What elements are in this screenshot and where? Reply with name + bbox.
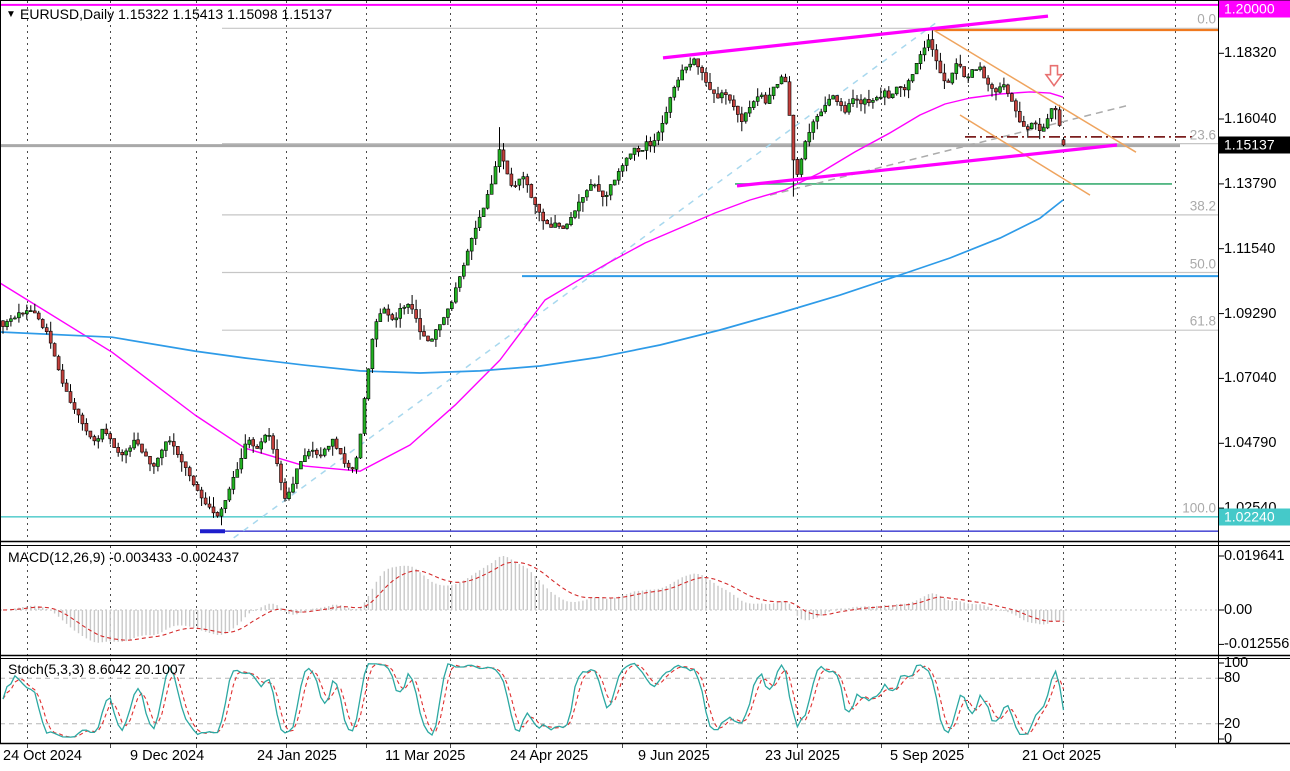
axis-ticks	[1218, 52, 1224, 740]
trendline-gray-dashed[interactable]	[769, 104, 1131, 196]
fan-line-orange-upper[interactable]	[931, 28, 1137, 153]
panel-resize-handle-stoch[interactable]	[0, 653, 1290, 659]
macd-histogram	[6, 556, 1065, 643]
stoch-d-line	[2, 663, 1065, 738]
macd-panel[interactable]	[0, 556, 1218, 643]
channel-lower-magenta[interactable]	[736, 143, 1118, 188]
grid-lines	[27, 1, 1176, 748]
fibonacci-retracement[interactable]	[222, 27, 1218, 518]
stochastic-panel[interactable]	[0, 662, 1218, 738]
ma-fast-magenta[interactable]	[0, 91, 1064, 472]
candlesticks[interactable]	[1, 28, 1066, 526]
symbol-dropdown-icon[interactable]: ▼	[6, 9, 16, 20]
stoch-k-line	[2, 662, 1065, 738]
arrow-down-icon[interactable]	[1044, 64, 1064, 88]
macd-signal-line	[2, 561, 1064, 641]
ma-slow-blue[interactable]	[0, 199, 1064, 374]
channel-upper-magenta[interactable]	[662, 14, 1049, 60]
panel-resize-handle-macd[interactable]	[0, 540, 1290, 546]
panel-borders	[0, 0, 1290, 745]
